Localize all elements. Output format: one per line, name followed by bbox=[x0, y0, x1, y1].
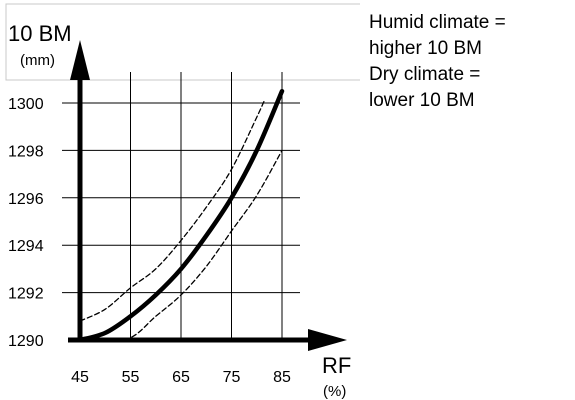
rf-bm-chart: 45 55 65 75 85 1290 1292 1294 1296 1298 1300 10 BM… bbox=[5, 3, 360, 400]
y-axis-arrow bbox=[70, 40, 90, 80]
x-axis-unit: (%) bbox=[323, 383, 346, 400]
axes bbox=[68, 40, 347, 351]
series-line-lower-bound bbox=[99, 149, 283, 341]
y-axis-label: 10 BM bbox=[8, 21, 72, 46]
y-tick-label: 1290 bbox=[8, 333, 44, 350]
annotation-line-3: Dry climate = bbox=[369, 64, 481, 85]
x-tick-label: 45 bbox=[71, 369, 89, 386]
x-tick-label: 55 bbox=[122, 369, 140, 386]
x-tick-label: 85 bbox=[273, 369, 291, 386]
y-tick-label: 1294 bbox=[8, 238, 44, 255]
x-tick-label: 65 bbox=[172, 369, 190, 386]
annotation-line-2: higher 10 BM bbox=[369, 38, 483, 59]
y-tick-label: 1300 bbox=[8, 96, 44, 113]
grid bbox=[62, 72, 300, 340]
series-line-upper-bound bbox=[79, 99, 265, 322]
x-axis-label: RF bbox=[322, 353, 351, 378]
x-axis-arrow bbox=[308, 329, 347, 351]
tick-labels: 45 55 65 75 85 1290 1292 1294 1296 1298 1300 bbox=[8, 96, 291, 386]
y-tick-label: 1298 bbox=[8, 143, 44, 160]
annotation-line-4: lower 10 BM bbox=[369, 90, 475, 111]
y-tick-label: 1292 bbox=[8, 286, 44, 303]
title-box bbox=[5, 3, 360, 81]
annotation-line-1: Humid climate = bbox=[369, 12, 506, 33]
climate-annotation: Humid climate = higher 10 BM Dry climate… bbox=[369, 10, 506, 114]
x-tick-label: 75 bbox=[223, 369, 241, 386]
y-axis-unit: (mm) bbox=[20, 52, 55, 69]
y-tick-label: 1296 bbox=[8, 191, 44, 208]
series-layer bbox=[77, 88, 285, 343]
series-line-main bbox=[77, 88, 285, 343]
